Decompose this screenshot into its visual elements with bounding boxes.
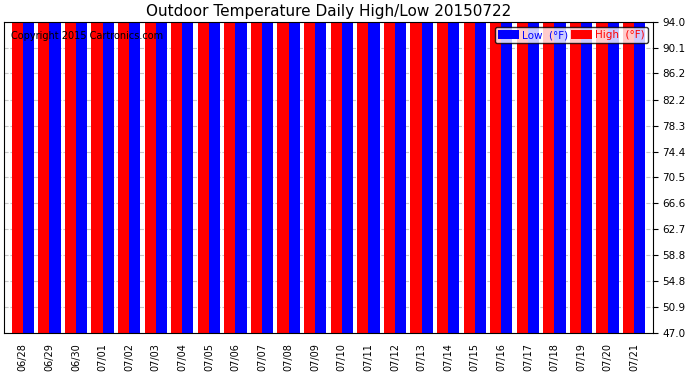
Bar: [23, 0, 34, 333]
Bar: [608, 0, 619, 333]
Bar: [50, 0, 61, 333]
Bar: [76, 0, 87, 333]
Bar: [411, 0, 422, 333]
Bar: [596, 0, 608, 333]
Bar: [570, 0, 581, 333]
Bar: [543, 0, 555, 333]
Bar: [235, 0, 246, 333]
Bar: [331, 0, 342, 333]
Bar: [182, 0, 193, 333]
Bar: [634, 0, 645, 333]
Legend: Low  (°F), High  (°F): Low (°F), High (°F): [495, 27, 648, 44]
Bar: [118, 0, 129, 333]
Bar: [475, 0, 486, 333]
Bar: [357, 0, 368, 333]
Bar: [342, 0, 353, 333]
Bar: [156, 0, 167, 333]
Bar: [555, 0, 566, 333]
Bar: [129, 18, 140, 333]
Text: Copyright 2015 Cartronics.com: Copyright 2015 Cartronics.com: [10, 31, 163, 41]
Bar: [262, 0, 273, 333]
Bar: [103, 0, 114, 333]
Bar: [502, 0, 513, 333]
Bar: [251, 0, 262, 333]
Bar: [171, 0, 182, 333]
Bar: [288, 0, 299, 333]
Bar: [198, 0, 209, 333]
Bar: [448, 0, 460, 333]
Bar: [490, 0, 502, 333]
Bar: [528, 0, 539, 333]
Bar: [395, 0, 406, 333]
Bar: [304, 0, 315, 333]
Bar: [38, 0, 50, 333]
Bar: [277, 0, 288, 333]
Bar: [144, 0, 156, 333]
Bar: [422, 0, 433, 333]
Bar: [315, 0, 326, 333]
Bar: [581, 0, 592, 333]
Bar: [368, 0, 380, 333]
Bar: [91, 0, 103, 333]
Bar: [384, 0, 395, 333]
Bar: [209, 0, 220, 333]
Bar: [437, 0, 448, 333]
Bar: [65, 0, 76, 333]
Bar: [12, 0, 23, 333]
Title: Outdoor Temperature Daily High/Low 20150722: Outdoor Temperature Daily High/Low 20150…: [146, 4, 511, 19]
Bar: [224, 0, 235, 333]
Bar: [623, 0, 634, 333]
Bar: [464, 0, 475, 333]
Bar: [517, 0, 528, 333]
